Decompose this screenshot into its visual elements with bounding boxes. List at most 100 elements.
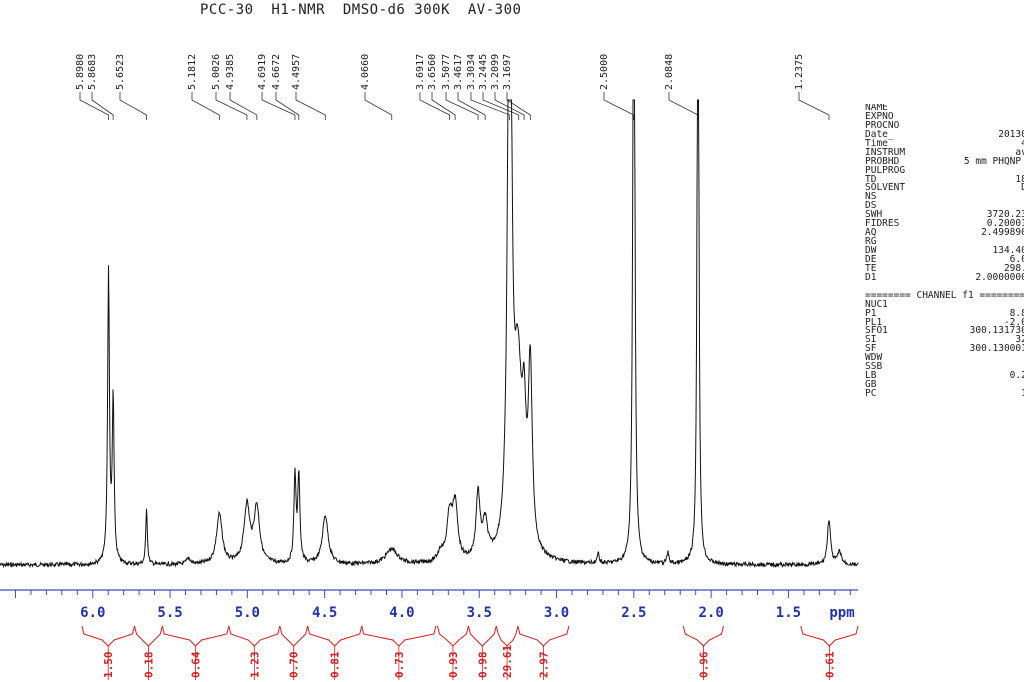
parameter-row: RG512 [865,237,1024,247]
peak-label: 4.4957 [291,54,302,90]
peak-leader-line [215,92,248,120]
peak-leader-line [445,92,479,120]
parameter-value: 2.00000000 s [975,271,1024,283]
integral-bracket [161,625,230,647]
peak-leader-line [506,92,531,120]
peak-leader-line [275,92,300,120]
parameter-row: SWH 3720.238 H [865,209,1024,221]
channel-header: ======== CHANNEL f1 ======== [865,289,1024,301]
parameter-row: EXPNO63 [865,110,1024,122]
parameter-row: Date_ 20130110 [865,128,1024,140]
parameter-value: 1.00 [1021,388,1024,399]
parameter-value: 6.00 u [1009,253,1024,265]
peak-label-layer: 5.8980 5.8683 5.6523 5.1812 5.0026 4.9385 4.69… [75,54,830,120]
parameter-key: Date_ [865,128,894,140]
parameter-value: 2.4998901 s [981,227,1024,239]
parameter-row: PROCNO1 [865,121,1024,131]
integral-value: 0.81 [329,651,342,678]
peak-leader-line [470,92,511,120]
parameter-row: DW 134.400 u [865,245,1024,256]
parameter-value: 300.1317302 M [969,325,1024,337]
parameter-key: SWH [865,209,883,221]
parameter-row: WDWEM [865,352,1024,364]
peak-label: 5.6523 [115,54,126,90]
integral-value: 0.64 [190,651,203,678]
integral-value: 1.50 [102,652,115,679]
x-tick-label: 2.0 [698,605,723,621]
spectrum-layer [0,99,859,569]
peak-label: 3.4617 [453,54,464,90]
nmr-spectrum-chart: 5.8980 5.8683 5.6523 5.1812 5.0026 4.9385 4.69… [0,54,859,680]
x-tick-label: 4.5 [312,605,337,621]
parameter-key: WDW [865,352,883,364]
parameter-key: EXPNO [865,110,894,122]
x-axis-label: ppm [829,605,854,621]
x-tick-label: 3.5 [467,605,492,621]
parameter-key: P1 [865,307,877,319]
parameter-key: AQ [865,227,877,239]
peak-leader-line [91,92,114,120]
peak-leader-line [668,92,699,120]
peak-leader-line [603,92,635,120]
x-tick-label: 5.5 [157,605,182,621]
parameter-value: 298.0 K [1003,262,1024,274]
parameter-row: DS0 [865,200,1024,212]
peak-label: 4.6672 [271,54,282,90]
parameter-value: 134.400 u [992,245,1024,256]
parameter-row: D1 2.00000000 s [865,271,1024,283]
peak-leader-line [191,92,220,120]
parameter-key: LB [865,370,877,382]
parameter-key: DE [865,253,877,265]
parameter-key: SI [865,334,877,346]
parameter-row: LB 0.20 H [865,370,1024,382]
parameter-value: -2.00 d [1003,316,1024,328]
peak-label: 4.6919 [257,54,268,90]
integral-value: 0.96 [697,651,710,678]
parameter-key: GB [865,379,877,391]
integral-bracket [437,625,469,647]
integral-value: 0.70 [288,652,301,679]
peak-leader-line [119,92,147,120]
parameter-row: TE 298.0 K [865,262,1024,274]
parameter-row: PC 1.00 [865,388,1024,399]
peak-label: 3.3034 [466,54,477,90]
parameter-value: 4.10 [1021,137,1024,149]
parameter-key: NAME [865,104,888,113]
parameter-row: PULPROGzg [865,164,1024,176]
parameter-value: 32768 [1015,334,1024,346]
peak-leader-line [494,92,525,120]
parameter-key: TE [865,262,877,274]
parameter-key: SSB [865,361,883,373]
integral-bracket [800,625,859,647]
parameter-key: PROBHD [865,155,900,167]
parameter-row: DE 6.00 u [865,253,1024,265]
x-tick-label: 5.0 [235,605,260,621]
peak-label: 5.8683 [87,54,98,90]
integral-bracket [682,625,724,647]
integral-value: 2.97 [537,652,550,679]
integral-bracket [228,625,281,647]
parameter-key: FIDRES [865,218,900,230]
parameter-key: DS [865,200,877,212]
parameter-key: NS [865,191,877,203]
parameter-value: 8.80 u [1009,307,1024,319]
peak-label: 5.8980 [75,54,86,90]
x-tick-label: 2.5 [621,605,646,621]
x-tick-label: 4.0 [389,605,414,621]
parameter-key: PC [865,388,877,399]
parameter-row: SSB0 [865,361,1024,373]
parameter-row: Time 4.10 [865,137,1024,149]
parameter-row: P1 8.80 u [865,307,1024,319]
peak-leader-line [457,92,486,120]
parameter-row: PROBHD 5 mm PHQNP Swi [865,155,1024,167]
peak-leader-line [482,92,520,120]
integral-value: 0.73 [393,652,406,679]
peak-label: 3.6917 [415,54,426,90]
parameter-row: GB0 [865,379,1024,391]
spectrum-title: PCC-30 H1-NMR DMSO-d6 300K AV-300 [200,2,522,18]
integral-value: 0.98 [476,652,489,679]
peak-leader-line [431,92,456,120]
parameter-key: PULPROG [865,164,906,176]
integral-bracket [134,625,163,647]
integral-value: 0.61 [823,651,836,678]
